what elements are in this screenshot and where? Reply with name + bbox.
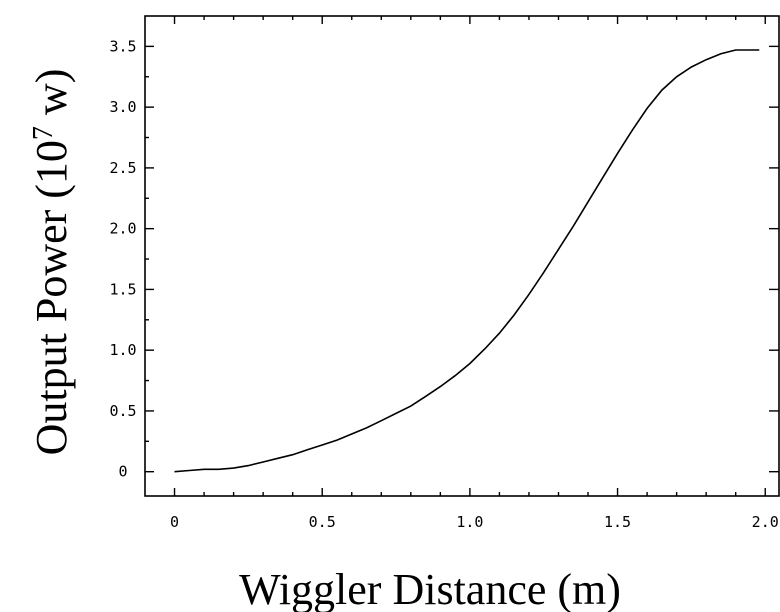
x-tick-label: 0.5 bbox=[309, 513, 336, 531]
y-tick-label: 2.5 bbox=[109, 159, 136, 177]
y-tick-label: 2.0 bbox=[109, 220, 136, 238]
y-axis-title-main: Output Power (10 bbox=[27, 140, 76, 455]
y-tick-label: 1.0 bbox=[109, 341, 136, 359]
plot-layer: 0 0.5 1.0 1.5 2.0 0 0.5 1.0 1.5 2.0 2.5 3.0 3.5 bbox=[109, 15, 780, 531]
y-tick-label: 3.0 bbox=[109, 98, 136, 116]
y-axis-title-exponent: 7 bbox=[28, 126, 59, 140]
y-tick-label: 0 bbox=[118, 463, 127, 481]
x-axis-title: Wiggler Distance (m) bbox=[239, 565, 621, 612]
x-tick-label: 1.5 bbox=[604, 513, 631, 531]
y-axis-title: Output Power (107 w) bbox=[27, 69, 76, 456]
x-tick-label: 2.0 bbox=[752, 513, 779, 531]
y-tick-label: 0.5 bbox=[109, 402, 136, 420]
output-power-series-line bbox=[174, 49, 760, 473]
y-tick-label: 1.5 bbox=[109, 280, 136, 298]
x-tick-label: 1.0 bbox=[456, 513, 483, 531]
plot-frame bbox=[144, 15, 780, 497]
y-axis-title-tail: w) bbox=[27, 69, 76, 126]
x-tick-label: 0 bbox=[170, 513, 179, 531]
y-tick-label: 3.5 bbox=[109, 37, 136, 55]
